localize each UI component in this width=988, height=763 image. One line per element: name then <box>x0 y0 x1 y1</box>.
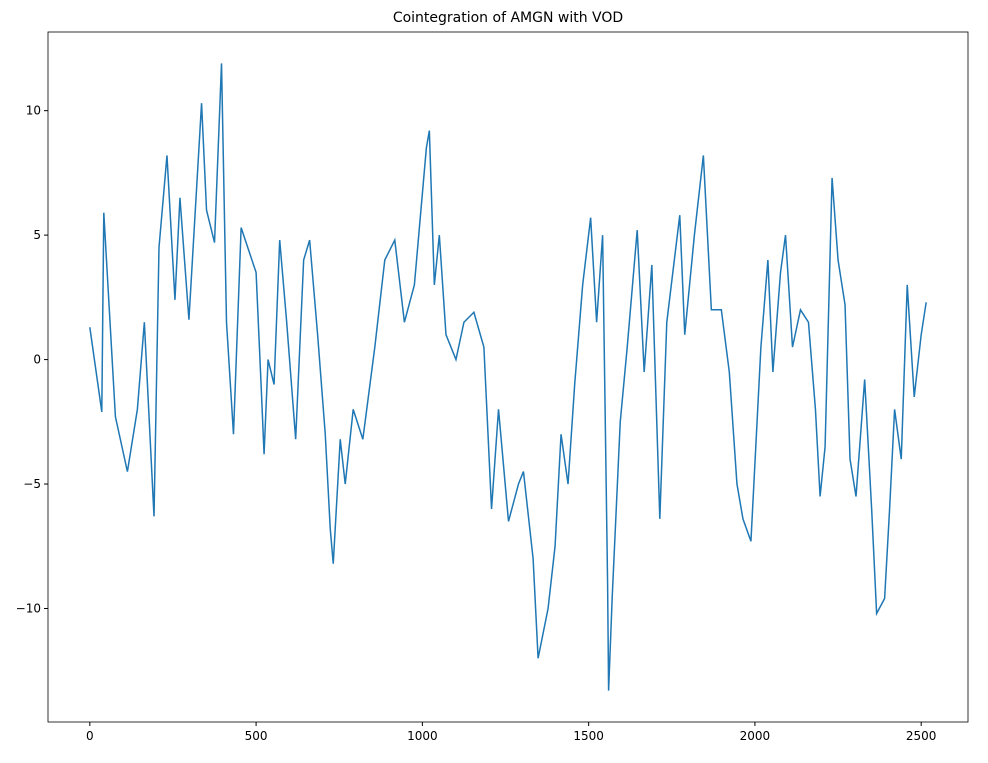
y-tick-label: −5 <box>23 477 41 491</box>
plot-frame <box>47 31 969 723</box>
x-tick-label: 1500 <box>573 729 604 743</box>
x-tick-label: 1000 <box>407 729 438 743</box>
y-tick-label: 5 <box>33 228 41 242</box>
x-tick-label: 500 <box>245 729 268 743</box>
line-series <box>89 63 927 691</box>
y-tick-label: −10 <box>16 601 41 615</box>
x-tick-label: 2500 <box>906 729 937 743</box>
y-tick-label: 10 <box>26 104 41 118</box>
x-tick-label: 0 <box>86 729 94 743</box>
chart-title: Cointegration of AMGN with VOD <box>393 10 623 26</box>
y-tick-label: 0 <box>33 353 41 367</box>
x-tick-label: 2000 <box>740 729 771 743</box>
